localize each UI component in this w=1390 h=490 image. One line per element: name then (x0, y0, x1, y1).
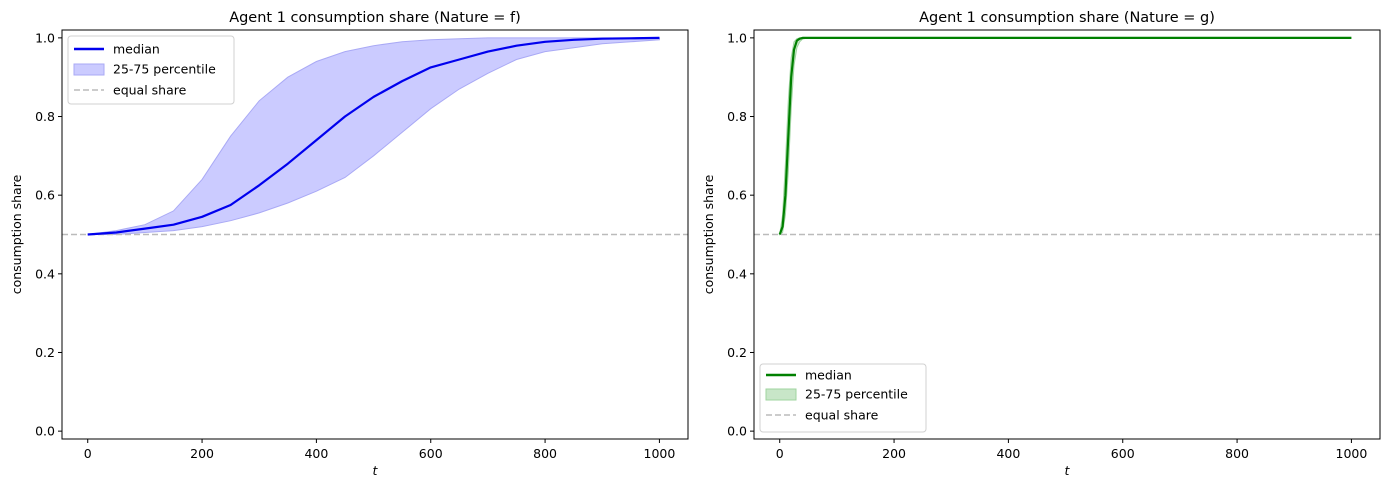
x-tick-label: 800 (533, 446, 557, 461)
chart-title: Agent 1 consumption share (Nature = f) (229, 10, 521, 26)
y-tick-label: 0.8 (35, 109, 55, 124)
legend-equal-label: equal share (805, 408, 879, 423)
plot-frame (61, 29, 689, 440)
x-tick-label: 400 (996, 446, 1020, 461)
x-tick-label: 600 (419, 446, 443, 461)
y-axis-label: consumption share (9, 174, 24, 294)
y-tick-label: 0.0 (727, 424, 747, 439)
chart-title: Agent 1 consumption share (Nature = g) (919, 10, 1215, 26)
x-tick-label: 400 (304, 446, 328, 461)
line-layer (778, 36, 1352, 235)
y-tick-label: 0.2 (727, 345, 747, 360)
legend-band-swatch (765, 388, 797, 401)
legend-median-label: median (805, 368, 852, 383)
y-tick-label: 0.8 (727, 109, 747, 124)
legend: median 25-75 percentile equal share (759, 363, 927, 433)
y-tick-label: 0.4 (35, 266, 55, 281)
legend-median-label: median (113, 42, 160, 57)
x-tick-label: 0 (84, 446, 92, 461)
x-axis-label: t (1065, 463, 1071, 478)
y-tick-label: 0.4 (727, 266, 747, 281)
x-tick-label: 600 (1111, 446, 1135, 461)
x-tick-label: 1000 (1336, 446, 1368, 461)
median-line (87, 36, 660, 236)
legend-equal-label: equal share (113, 83, 187, 98)
x-tick-label: 1000 (644, 446, 676, 461)
y-ticks: 0.0 0.2 0.4 0.6 0.8 1.0 (35, 30, 62, 439)
legend: median 25-75 percentile equal share (67, 35, 235, 105)
legend-box (759, 363, 927, 433)
panel-left: 0 200 400 600 800 1000 0.0 0.2 0.4 0.6 0.8 1.0 Age… (9, 10, 689, 478)
x-tick-label: 0 (776, 446, 784, 461)
panel-right: 0 200 400 600 800 1000 0.0 0.2 0.4 0.6 0.8 1.0 Age… (701, 10, 1381, 478)
y-tick-label: 0.0 (35, 424, 55, 439)
median-line (778, 36, 1352, 235)
x-axis-label: t (373, 463, 379, 478)
x-tick-label: 200 (190, 446, 214, 461)
percentile-band (779, 37, 1352, 236)
y-tick-label: 1.0 (35, 30, 55, 45)
y-tick-label: 0.6 (727, 188, 747, 203)
x-tick-label: 200 (882, 446, 906, 461)
y-tick-label: 1.0 (727, 30, 747, 45)
plot-frame (753, 29, 1381, 440)
line-layer (87, 36, 660, 236)
y-tick-label: 0.2 (35, 345, 55, 360)
legend-band-label: 25-75 percentile (113, 62, 216, 77)
x-tick-label: 800 (1225, 446, 1249, 461)
y-ticks: 0.0 0.2 0.4 0.6 0.8 1.0 (727, 30, 754, 439)
y-tick-label: 0.6 (35, 188, 55, 203)
legend-box (67, 35, 235, 105)
x-ticks: 0 200 400 600 800 1000 (776, 439, 1368, 461)
y-axis-label: consumption share (701, 174, 716, 294)
legend-band-label: 25-75 percentile (805, 387, 908, 402)
legend-band-swatch (73, 63, 105, 76)
x-ticks: 0 200 400 600 800 1000 (84, 439, 676, 461)
band-layer (779, 37, 1352, 236)
